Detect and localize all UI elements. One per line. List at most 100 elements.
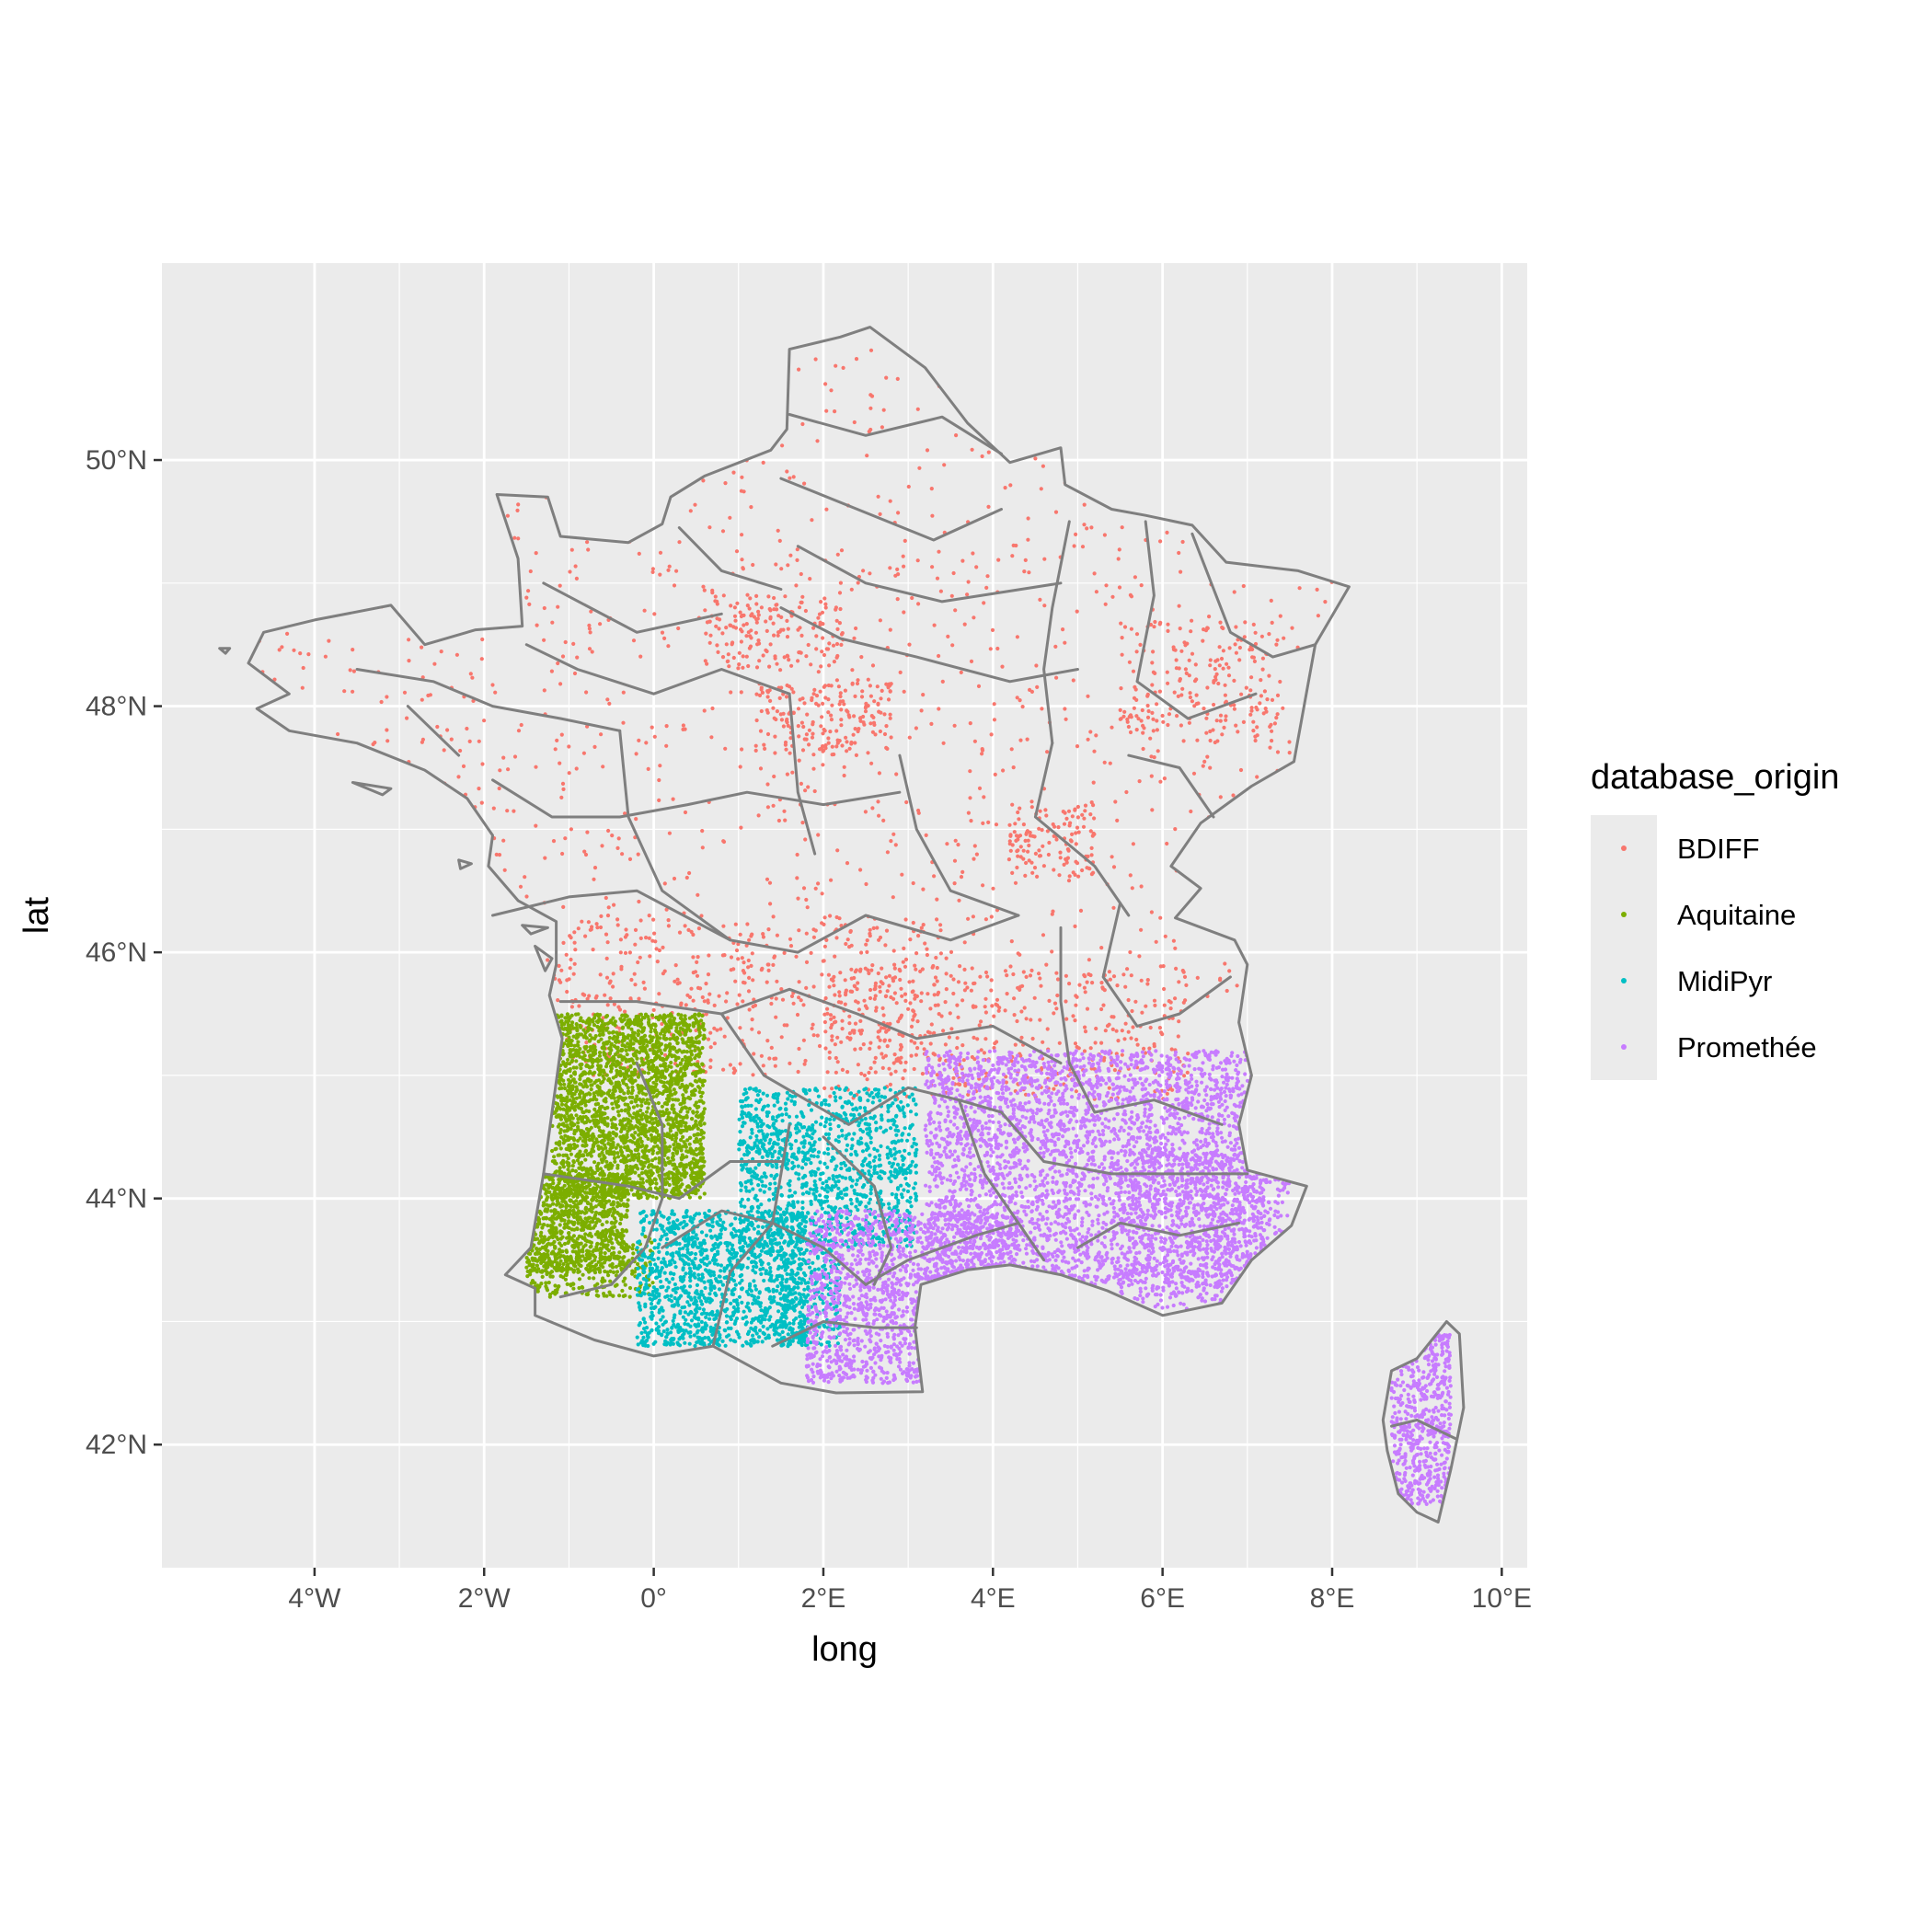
fire-point — [1139, 927, 1144, 932]
fire-point — [914, 951, 919, 956]
fire-point — [741, 654, 745, 659]
fire-point — [803, 608, 809, 614]
fire-point — [1085, 1006, 1090, 1011]
fire-point — [847, 1014, 852, 1018]
fire-point — [1153, 1003, 1157, 1007]
fire-point — [840, 743, 845, 748]
fire-point — [811, 984, 816, 989]
fire-point — [1008, 964, 1013, 969]
fire-point — [794, 583, 799, 588]
fire-point — [901, 1076, 905, 1081]
fire-point — [1003, 969, 1008, 973]
fire-point — [584, 1041, 589, 1045]
fire-point — [1233, 642, 1237, 647]
fire-point — [771, 803, 776, 808]
fire-point — [707, 525, 712, 530]
fire-point — [701, 1164, 706, 1168]
fire-point — [542, 638, 546, 642]
fire-point — [807, 742, 811, 747]
fire-point — [771, 962, 776, 967]
fire-point — [542, 688, 546, 693]
fire-point — [962, 622, 967, 627]
fire-point — [834, 1055, 838, 1061]
fire-point — [937, 707, 941, 711]
fire-point — [1088, 1046, 1093, 1051]
fire-point — [707, 953, 711, 958]
fire-point — [797, 1046, 801, 1052]
fire-point — [827, 1055, 832, 1061]
fire-point — [1011, 972, 1016, 977]
fire-point — [497, 853, 502, 857]
fire-point — [1145, 692, 1150, 697]
fire-point — [814, 634, 819, 638]
fire-point — [811, 1022, 815, 1027]
fire-point — [598, 925, 604, 930]
fire-point — [1179, 723, 1183, 728]
fire-point — [894, 1001, 899, 1006]
fire-point — [779, 567, 784, 571]
fire-point — [981, 883, 985, 888]
fire-point — [634, 1049, 639, 1053]
fire-point — [1270, 620, 1274, 626]
fire-point — [1255, 725, 1259, 730]
fire-point — [765, 649, 769, 654]
fire-point — [572, 671, 578, 676]
fire-point — [1133, 999, 1138, 1004]
fire-point — [581, 751, 587, 755]
fire-point — [559, 732, 564, 737]
fire-point — [833, 993, 837, 997]
fire-point — [662, 1172, 668, 1177]
fire-point — [617, 1007, 623, 1012]
fire-point — [636, 960, 640, 965]
fire-point — [853, 970, 857, 974]
fire-point — [796, 896, 800, 901]
fire-point — [595, 1057, 600, 1062]
fire-point — [1058, 850, 1063, 855]
fire-point — [750, 1018, 754, 1022]
fire-point — [990, 627, 995, 633]
fire-point — [527, 602, 532, 607]
fire-point — [1268, 745, 1272, 750]
fire-point — [1018, 845, 1023, 849]
fire-point — [1139, 978, 1144, 983]
fire-point — [1205, 754, 1210, 759]
fire-point — [1263, 707, 1268, 711]
fire-point — [1166, 681, 1170, 685]
fire-point — [733, 618, 738, 623]
fire-point — [1092, 816, 1097, 821]
fire-point — [306, 652, 311, 657]
fire-point — [1067, 982, 1072, 986]
fire-point — [917, 466, 922, 470]
fire-point — [1217, 663, 1222, 668]
fire-point — [1238, 767, 1244, 773]
fire-point — [1024, 974, 1029, 979]
fire-point — [952, 858, 958, 863]
fire-point — [1260, 667, 1265, 672]
fire-point — [995, 1040, 999, 1044]
fire-point — [605, 1026, 610, 1030]
fire-point — [573, 1145, 578, 1150]
fire-point — [884, 994, 889, 998]
fire-point — [907, 735, 912, 740]
fire-point — [830, 703, 834, 707]
fire-point — [1168, 1000, 1173, 1005]
fire-point — [806, 785, 811, 789]
fire-point — [837, 739, 842, 743]
fire-point — [1134, 650, 1139, 654]
fire-point — [657, 1146, 661, 1151]
fire-point — [729, 623, 733, 628]
fire-point — [1111, 974, 1117, 979]
fire-point — [772, 607, 776, 612]
fire-point — [944, 972, 949, 976]
fire-point — [695, 1064, 699, 1068]
fire-point — [700, 1083, 706, 1087]
fire-point — [844, 993, 848, 997]
fire-point — [788, 553, 793, 558]
fire-point — [988, 647, 993, 651]
fire-point — [715, 643, 719, 648]
fire-point — [505, 513, 511, 518]
fire-point — [569, 827, 574, 832]
fire-point — [1075, 815, 1080, 820]
fire-point — [1073, 924, 1077, 929]
fire-point — [736, 942, 741, 947]
